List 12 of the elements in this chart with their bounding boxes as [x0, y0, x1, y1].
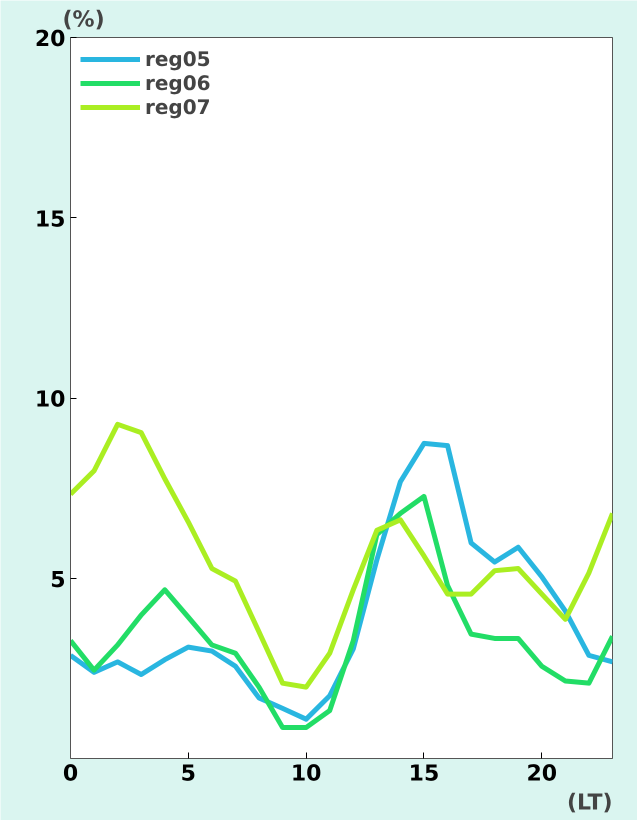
legend-label: reg05	[145, 47, 211, 71]
y-tick-label: 5	[50, 568, 66, 593]
y-tick-label: 10	[34, 388, 66, 412]
x-axis-title: (LT)	[567, 790, 613, 816]
x-tick-label: 10	[290, 762, 322, 786]
y-tick-label: 15	[34, 207, 66, 232]
x-tick-label: 20	[526, 762, 558, 786]
x-tick-label: 0	[62, 762, 78, 786]
x-tick-label: 5	[180, 762, 196, 786]
legend-label: reg07	[145, 95, 211, 119]
x-tick-label: 15	[408, 762, 440, 786]
legend-label: reg06	[145, 71, 211, 95]
